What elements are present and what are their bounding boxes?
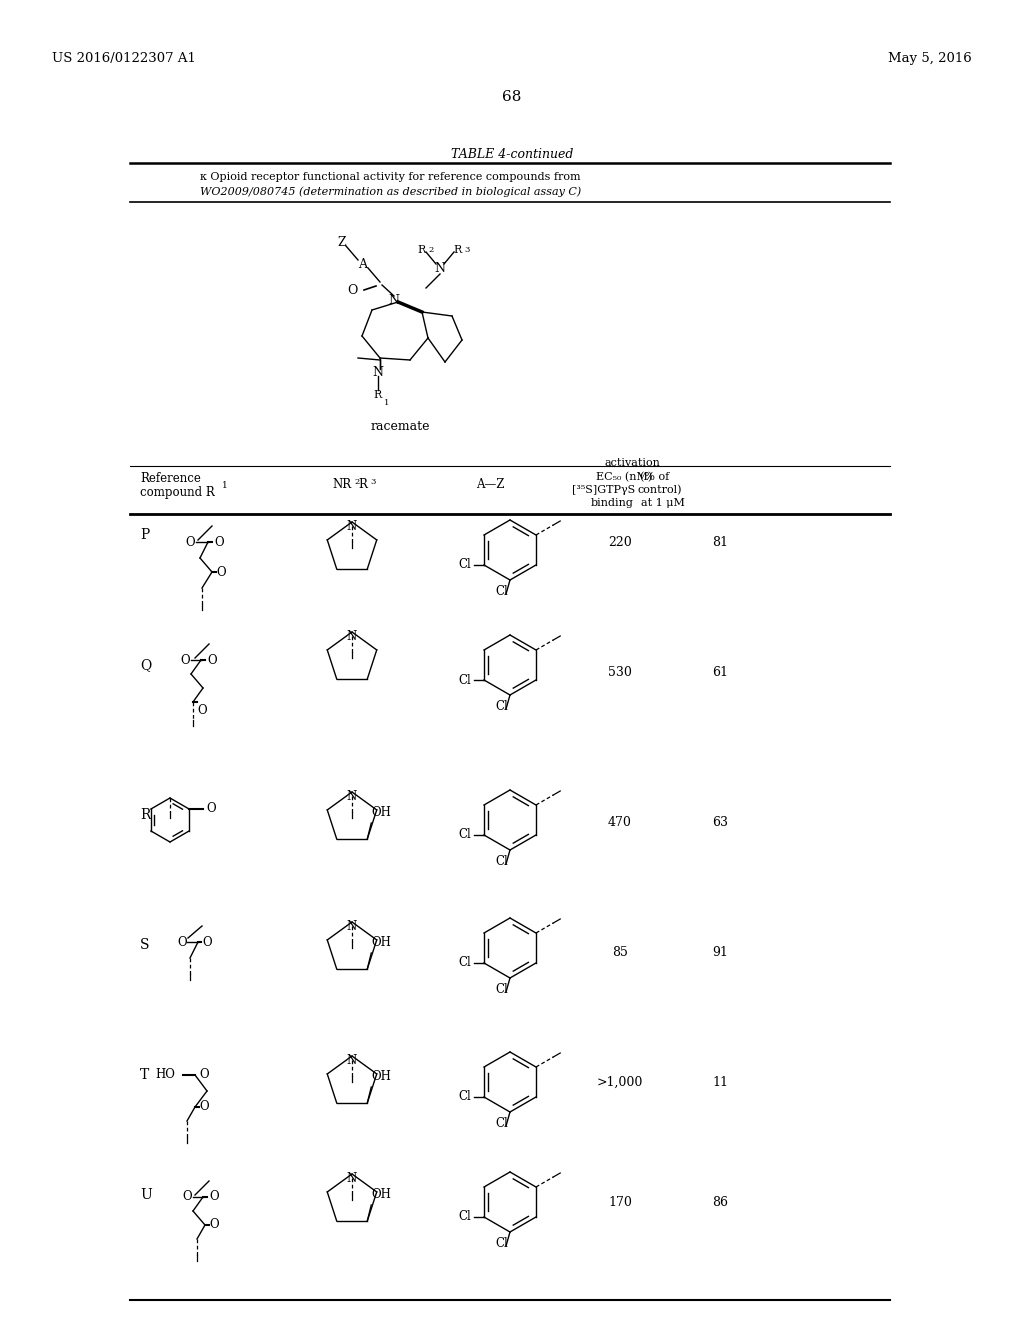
Text: control): control) (637, 484, 682, 495)
Text: Cl: Cl (459, 829, 471, 842)
Text: N: N (388, 293, 399, 306)
Text: N: N (434, 261, 445, 275)
Text: N: N (347, 1053, 357, 1067)
Text: S: S (140, 939, 150, 952)
Text: Cl: Cl (459, 1210, 471, 1224)
Text: κ Opioid receptor functional activity for reference compounds from: κ Opioid receptor functional activity fo… (200, 172, 581, 182)
Text: O: O (207, 653, 217, 667)
Text: O: O (202, 936, 212, 949)
Text: O: O (206, 803, 216, 816)
Text: O: O (180, 653, 189, 667)
Text: Cl: Cl (496, 1117, 508, 1130)
Text: May 5, 2016: May 5, 2016 (888, 51, 972, 65)
Text: O: O (177, 936, 186, 949)
Text: R: R (454, 246, 462, 255)
Text: 470: 470 (608, 816, 632, 829)
Text: 68: 68 (503, 90, 521, 104)
Text: Reference: Reference (140, 473, 201, 484)
Text: Cl: Cl (459, 558, 471, 572)
Text: N: N (347, 1172, 357, 1185)
Text: OH: OH (372, 936, 391, 949)
Text: N: N (347, 520, 357, 533)
Text: N: N (347, 789, 357, 803)
Text: A—Z: A—Z (476, 478, 505, 491)
Text: [³⁵S]GTPγS: [³⁵S]GTPγS (572, 484, 635, 495)
Text: OH: OH (372, 807, 391, 818)
Text: 1: 1 (384, 399, 389, 407)
Text: compound R: compound R (140, 486, 215, 499)
Text: O: O (209, 1218, 219, 1232)
Text: Q: Q (140, 657, 152, 672)
Text: binding: binding (591, 498, 634, 508)
Text: Cl: Cl (459, 1090, 471, 1104)
Text: N: N (347, 630, 357, 643)
Text: 2: 2 (354, 478, 359, 486)
Text: Cl: Cl (496, 585, 508, 598)
Text: A: A (358, 257, 368, 271)
Text: 85: 85 (612, 946, 628, 960)
Text: racemate: racemate (371, 420, 430, 433)
Text: WO2009/080745 (determination as described in biological assay C): WO2009/080745 (determination as describe… (200, 186, 582, 197)
Text: 2: 2 (428, 246, 433, 253)
Text: Z: Z (338, 235, 346, 248)
Text: 170: 170 (608, 1196, 632, 1209)
Text: US 2016/0122307 A1: US 2016/0122307 A1 (52, 51, 196, 65)
Text: 86: 86 (712, 1196, 728, 1209)
Text: N: N (347, 920, 357, 933)
Text: U: U (140, 1188, 152, 1203)
Text: O: O (199, 1068, 209, 1081)
Text: HO: HO (155, 1068, 175, 1081)
Text: 530: 530 (608, 667, 632, 678)
Text: Cl: Cl (459, 957, 471, 969)
Text: EC₅₀ (nM): EC₅₀ (nM) (596, 473, 652, 482)
Text: 61: 61 (712, 667, 728, 678)
Text: 63: 63 (712, 816, 728, 829)
Text: O: O (216, 565, 225, 578)
Text: activation: activation (604, 458, 659, 469)
Text: Cl: Cl (496, 983, 508, 997)
Text: 3: 3 (464, 246, 469, 253)
Text: O: O (347, 284, 357, 297)
Text: Cl: Cl (459, 673, 471, 686)
Text: Cl: Cl (496, 855, 508, 869)
Text: 81: 81 (712, 536, 728, 549)
Text: 3: 3 (370, 478, 376, 486)
Text: R: R (374, 389, 382, 400)
Text: NR: NR (332, 478, 351, 491)
Text: Cl: Cl (496, 700, 508, 713)
Text: N: N (373, 366, 384, 379)
Text: R: R (358, 478, 367, 491)
Text: 220: 220 (608, 536, 632, 549)
Text: 11: 11 (712, 1076, 728, 1089)
Text: >1,000: >1,000 (597, 1076, 643, 1089)
Text: O: O (209, 1191, 219, 1204)
Text: TABLE 4-continued: TABLE 4-continued (451, 148, 573, 161)
Text: O: O (182, 1191, 191, 1204)
Text: P: P (140, 528, 150, 543)
Text: O: O (214, 536, 223, 549)
Text: OH: OH (372, 1071, 391, 1082)
Text: O: O (199, 1101, 209, 1114)
Text: T: T (140, 1068, 150, 1082)
Text: O: O (197, 704, 207, 717)
Text: at 1 μM: at 1 μM (641, 498, 685, 508)
Text: (% of: (% of (640, 473, 670, 482)
Text: 91: 91 (712, 946, 728, 960)
Text: 1: 1 (222, 480, 227, 490)
Text: Cl: Cl (496, 1237, 508, 1250)
Text: OH: OH (372, 1188, 391, 1201)
Text: O: O (185, 536, 195, 549)
Text: R: R (140, 808, 151, 822)
Text: R: R (418, 246, 426, 255)
